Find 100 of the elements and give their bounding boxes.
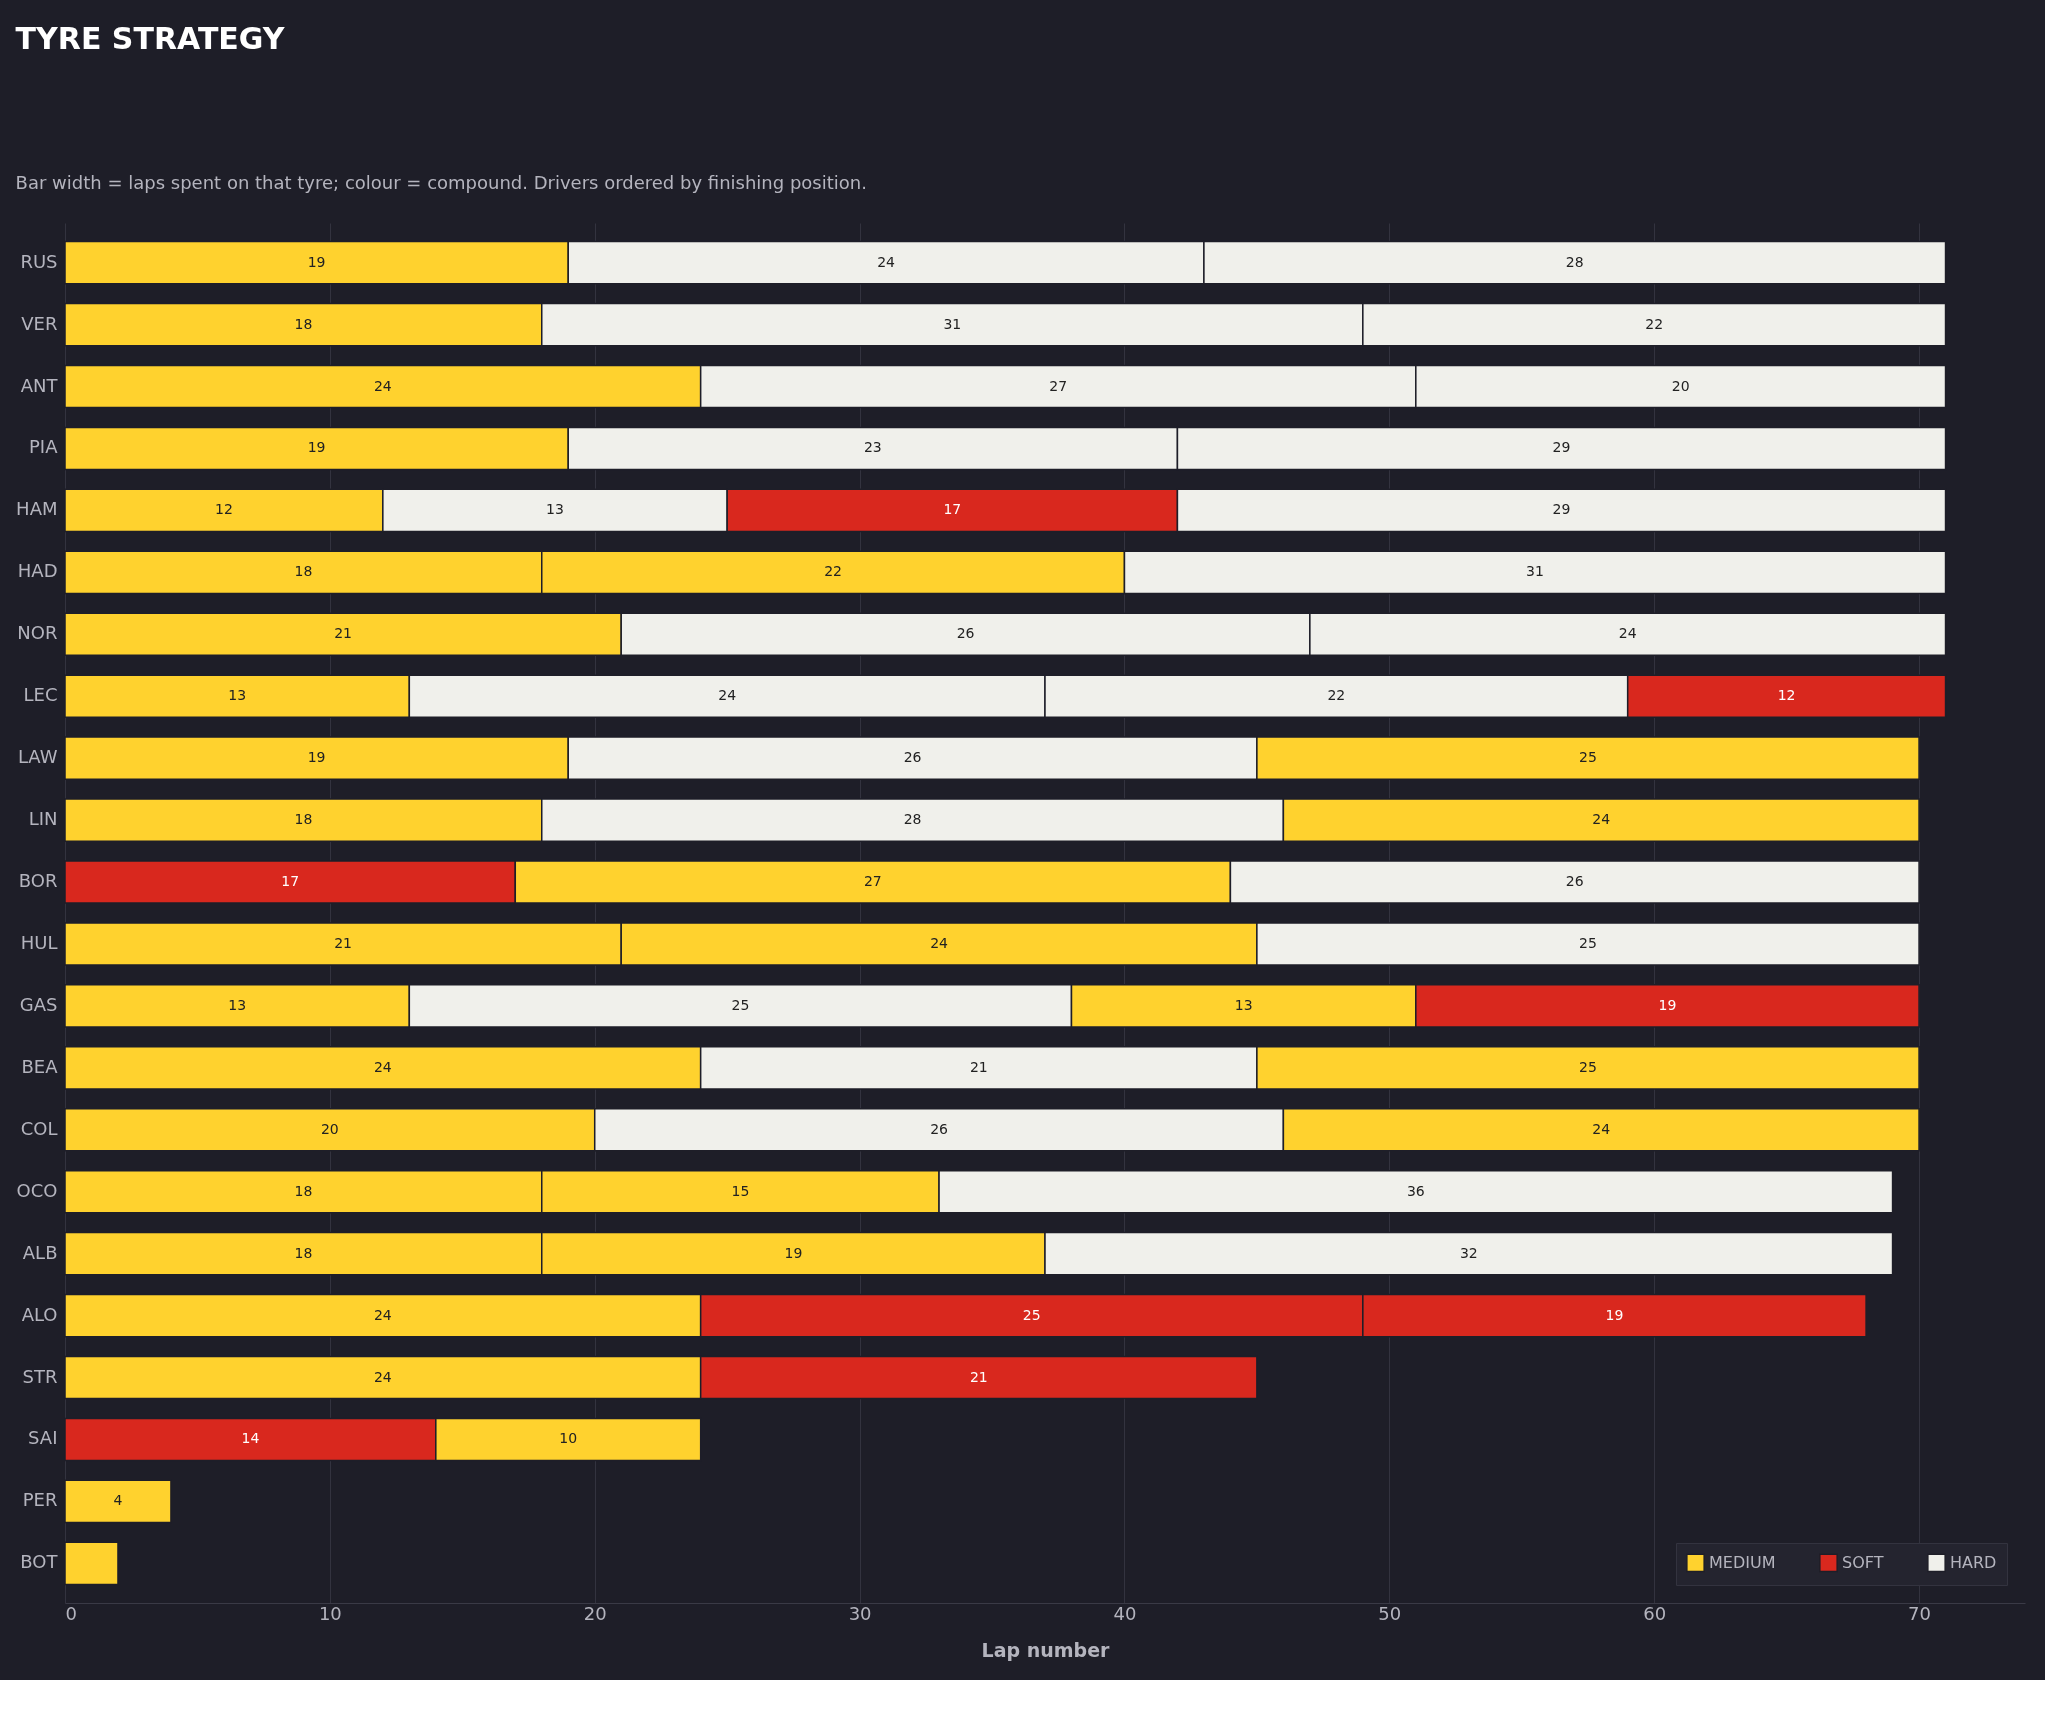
data-label: 21 — [334, 625, 353, 642]
y-tick-label: BOR — [18, 870, 58, 892]
data-label: 13 — [228, 687, 247, 704]
data-label: 24 — [1618, 625, 1637, 642]
data-label: 21 — [969, 1368, 988, 1385]
data-label: 25 — [1579, 934, 1597, 951]
legend-label: HARD — [1950, 1552, 1997, 1572]
y-tick-label: HAM — [16, 498, 58, 520]
y-tick-label: BOT — [20, 1551, 59, 1573]
y-tick-label: OCO — [16, 1179, 58, 1201]
y-tick-label: BEA — [21, 1055, 59, 1077]
data-label: 4 — [113, 1492, 123, 1509]
y-tick-label: HUL — [20, 931, 58, 953]
y-tick-label: STR — [22, 1365, 58, 1387]
data-label: 26 — [930, 1120, 949, 1137]
data-label: 25 — [1579, 749, 1597, 766]
data-label: 25 — [1579, 1058, 1597, 1075]
x-tick-label: 70 — [1908, 1602, 1932, 1624]
bar — [64, 1479, 172, 1524]
data-label: 24 — [373, 1306, 392, 1323]
data-label: 10 — [559, 1430, 578, 1447]
data-label: 28 — [1565, 253, 1584, 270]
y-tick-label: LIN — [28, 808, 58, 830]
data-label: 12 — [1777, 687, 1796, 704]
data-label: 19 — [307, 253, 326, 270]
x-tick-label: 0 — [65, 1602, 77, 1624]
data-label: 18 — [294, 811, 313, 828]
chart-title: TYRE STRATEGY — [15, 21, 286, 56]
data-label: 22 — [1645, 315, 1664, 332]
data-label: 25 — [731, 996, 750, 1013]
y-tick-label: ANT — [20, 374, 59, 396]
data-label: 13 — [1234, 996, 1253, 1013]
data-label: 31 — [1526, 563, 1544, 580]
y-tick-label: ALO — [21, 1303, 58, 1325]
y-tick-label: HAD — [17, 560, 58, 582]
data-label: 24 — [930, 934, 949, 951]
legend-label: MEDIUM — [1709, 1552, 1776, 1572]
data-label: 36 — [1406, 1182, 1425, 1199]
data-label: 19 — [307, 749, 326, 766]
data-label: 15 — [731, 1182, 750, 1199]
data-label: 31 — [943, 315, 962, 332]
data-label: 19 — [307, 439, 326, 456]
data-label: 24 — [373, 1368, 392, 1385]
data-label: 24 — [373, 377, 392, 394]
data-label: 24 — [718, 687, 737, 704]
y-tick-label: COL — [20, 1117, 58, 1139]
y-tick-label: PER — [22, 1489, 58, 1511]
data-label: 24 — [373, 1058, 392, 1075]
y-tick-label: RUS — [20, 250, 58, 272]
data-label: 17 — [281, 873, 300, 890]
data-label: 18 — [294, 1182, 313, 1199]
data-label: 23 — [863, 439, 882, 456]
x-tick-label: 40 — [1113, 1602, 1137, 1624]
y-tick-label: ALB — [22, 1241, 58, 1263]
data-label: 24 — [1592, 1120, 1611, 1137]
data-label: 29 — [1552, 501, 1571, 518]
data-label: 26 — [1565, 873, 1584, 890]
x-tick-label: 60 — [1643, 1602, 1667, 1624]
x-axis-title: Lap number — [981, 1638, 1111, 1661]
data-label: 18 — [294, 1244, 313, 1261]
data-label: 26 — [903, 749, 922, 766]
x-tick-label: 20 — [583, 1602, 607, 1624]
data-label: 13 — [546, 501, 564, 518]
data-label: 21 — [334, 934, 353, 951]
y-tick-label: VER — [21, 312, 58, 334]
data-label: 18 — [294, 563, 313, 580]
data-label: 20 — [320, 1120, 339, 1137]
data-label: 18 — [294, 315, 313, 332]
data-label: 27 — [1049, 377, 1068, 394]
y-tick-label: LAW — [17, 746, 58, 768]
data-label: 20 — [1671, 377, 1690, 394]
bar — [64, 1541, 119, 1586]
data-label: 21 — [969, 1058, 988, 1075]
data-label: 13 — [228, 996, 247, 1013]
data-label: 22 — [824, 563, 843, 580]
x-tick-label: 10 — [318, 1602, 342, 1624]
y-tick-label: NOR — [17, 622, 58, 644]
data-label: 19 — [1605, 1306, 1624, 1323]
data-label: 27 — [863, 873, 882, 890]
data-label: 32 — [1459, 1244, 1478, 1261]
x-tick-label: 30 — [848, 1602, 872, 1624]
y-tick-label: PIA — [29, 436, 59, 458]
data-label: 25 — [1022, 1306, 1041, 1323]
data-label: 28 — [903, 811, 922, 828]
y-tick-label: GAS — [19, 993, 58, 1015]
y-tick-label: LEC — [23, 684, 58, 706]
data-label: 19 — [1658, 996, 1677, 1013]
x-tick-label: 50 — [1378, 1602, 1402, 1624]
legend-label: SOFT — [1842, 1552, 1884, 1572]
data-label: 26 — [956, 625, 975, 642]
data-label: 22 — [1327, 687, 1346, 704]
data-label: 29 — [1552, 439, 1571, 456]
data-label: 24 — [1592, 811, 1611, 828]
data-label: 17 — [943, 501, 962, 518]
y-tick-label: SAI — [28, 1427, 58, 1449]
data-label: 19 — [784, 1244, 803, 1261]
data-label: 14 — [241, 1430, 260, 1447]
data-label: 12 — [215, 501, 233, 518]
data-label: 24 — [877, 253, 896, 270]
chart-subtitle: Bar width = laps spent on that tyre; colour = compound. Drivers ordered by finishing position. — [15, 172, 867, 193]
